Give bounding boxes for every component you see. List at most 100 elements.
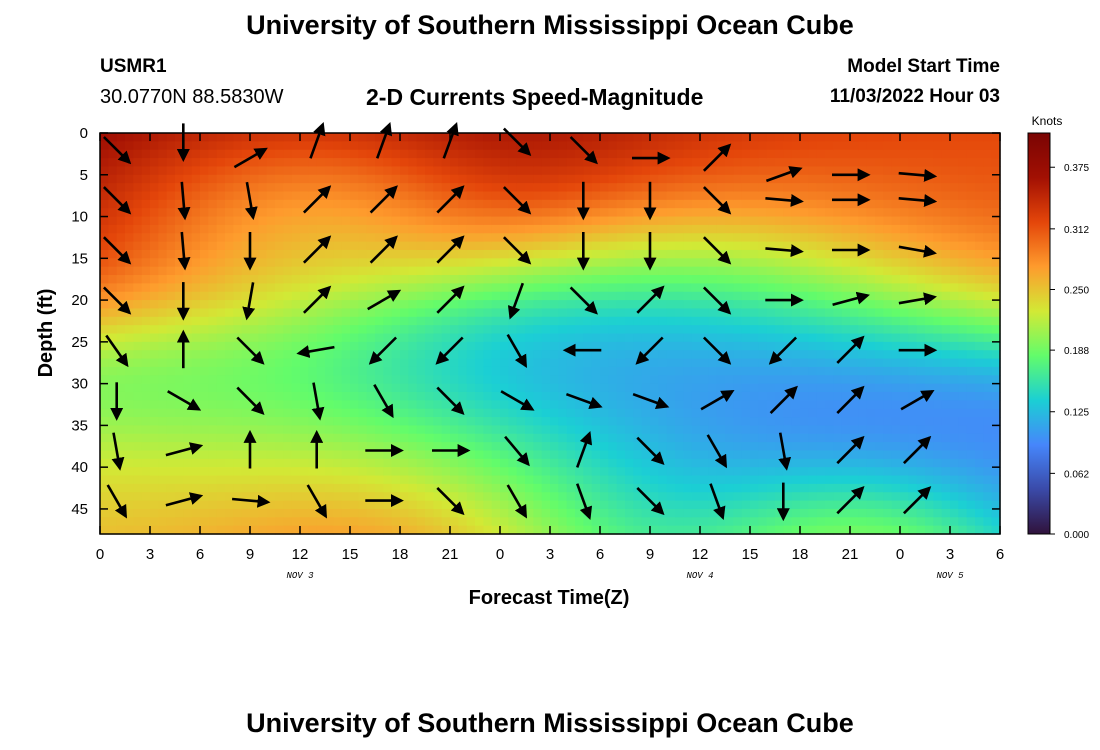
- heatmap-cell: [600, 183, 609, 193]
- heatmap-cell: [725, 433, 734, 443]
- heatmap-cell: [558, 141, 568, 151]
- heatmap-cell: [400, 500, 409, 510]
- heatmap-cell: [258, 391, 268, 401]
- heatmap-cell: [375, 191, 384, 201]
- heatmap-cell: [133, 333, 143, 343]
- heatmap-cell: [591, 500, 601, 510]
- heatmap-cell: [700, 133, 709, 142]
- heatmap-cell: [233, 417, 243, 426]
- heatmap-cell: [583, 224, 593, 234]
- heatmap-cell: [408, 141, 418, 151]
- heatmap-cell: [825, 174, 834, 184]
- heatmap-cell: [116, 133, 126, 142]
- heatmap-cell: [925, 333, 934, 343]
- heatmap-cell: [758, 199, 768, 209]
- heatmap-cell: [191, 208, 201, 218]
- heatmap-cell: [508, 500, 518, 510]
- heatmap-cell: [341, 199, 351, 209]
- heatmap-cell: [616, 442, 626, 452]
- heatmap-cell: [425, 283, 434, 293]
- heatmap-cell: [175, 383, 184, 393]
- heatmap-cell: [141, 350, 151, 360]
- heatmap-cell: [841, 316, 851, 326]
- heatmap-cell: [525, 358, 534, 368]
- heatmap-cell: [341, 483, 351, 493]
- heatmap-cell: [891, 483, 901, 493]
- heatmap-cell: [200, 300, 209, 310]
- heatmap-cell: [866, 492, 876, 502]
- heatmap-cell: [125, 275, 134, 284]
- heatmap-cell: [675, 183, 684, 193]
- heatmap-cell: [108, 216, 118, 226]
- heatmap-cell: [116, 492, 126, 502]
- heatmap-cell: [883, 525, 893, 535]
- heatmap-cell: [333, 458, 343, 468]
- heatmap-cell: [600, 199, 609, 209]
- heatmap-cell: [641, 333, 651, 343]
- heatmap-cell: [400, 283, 409, 293]
- heatmap-cell: [733, 191, 743, 201]
- heatmap-cell: [266, 467, 276, 477]
- heatmap-cell: [616, 141, 626, 151]
- heatmap-cell: [133, 450, 143, 460]
- heatmap-cell: [883, 500, 893, 510]
- heatmap-cell: [150, 308, 159, 318]
- heatmap-cell: [458, 325, 468, 335]
- heatmap-cell: [216, 241, 226, 251]
- heatmap-cell: [450, 149, 459, 159]
- heatmap-cell: [891, 258, 901, 268]
- heatmap-cell: [291, 258, 301, 268]
- heatmap-cell: [283, 417, 293, 426]
- heatmap-cell: [908, 166, 918, 176]
- heatmap-cell: [316, 366, 326, 376]
- heatmap-cell: [933, 224, 943, 234]
- heatmap-cell: [308, 166, 318, 176]
- heatmap-cell: [600, 174, 609, 184]
- heatmap-cell: [833, 425, 843, 435]
- heatmap-cell: [225, 283, 234, 293]
- heatmap-cell: [141, 450, 151, 460]
- heatmap-cell: [475, 475, 484, 485]
- heatmap-cell: [333, 341, 343, 351]
- heatmap-cell: [800, 199, 809, 209]
- heatmap-cell: [608, 433, 618, 443]
- heatmap-cell: [391, 308, 401, 318]
- heatmap-cell: [308, 233, 318, 243]
- heatmap-cell: [308, 500, 318, 510]
- heatmap-cell: [883, 350, 893, 360]
- heatmap-cell: [800, 224, 809, 234]
- heatmap-cell: [783, 475, 793, 485]
- heatmap-cell: [600, 358, 609, 368]
- heatmap-cell: [208, 508, 218, 518]
- heatmap-cell: [241, 133, 251, 142]
- heatmap-cell: [558, 149, 568, 159]
- heatmap-cell: [266, 183, 276, 193]
- heatmap-cell: [550, 350, 559, 360]
- heatmap-cell: [383, 391, 393, 401]
- heatmap-cell: [525, 166, 534, 176]
- heatmap-cell: [508, 333, 518, 343]
- heatmap-cell: [558, 500, 568, 510]
- heatmap-cell: [933, 191, 943, 201]
- heatmap-cell: [633, 458, 643, 468]
- heatmap-cell: [375, 233, 384, 243]
- heatmap-cell: [808, 492, 818, 502]
- heatmap-cell: [700, 458, 709, 468]
- heatmap-cell: [858, 133, 868, 142]
- heatmap-cell: [850, 508, 859, 518]
- heatmap-cell: [775, 333, 784, 343]
- heatmap-cell: [158, 408, 168, 418]
- heatmap-cell: [333, 391, 343, 401]
- heatmap-cell: [858, 475, 868, 485]
- heatmap-cell: [475, 174, 484, 184]
- heatmap-cell: [633, 258, 643, 268]
- heatmap-cell: [575, 433, 584, 443]
- heatmap-cell: [866, 383, 876, 393]
- heatmap-cell: [441, 266, 451, 276]
- heatmap-cell: [316, 208, 326, 218]
- heatmap-cell: [491, 475, 501, 485]
- heatmap-cell: [866, 224, 876, 234]
- heatmap-cell: [575, 300, 584, 310]
- heatmap-cell: [541, 191, 551, 201]
- heatmap-cell: [500, 492, 509, 502]
